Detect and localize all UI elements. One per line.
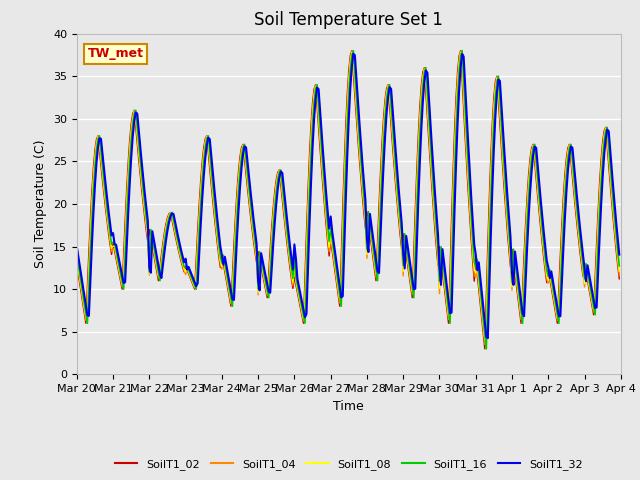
Y-axis label: Soil Temperature (C): Soil Temperature (C)	[35, 140, 47, 268]
X-axis label: Time: Time	[333, 400, 364, 413]
Title: Soil Temperature Set 1: Soil Temperature Set 1	[254, 11, 444, 29]
Text: TW_met: TW_met	[88, 48, 144, 60]
Legend: SoilT1_02, SoilT1_04, SoilT1_08, SoilT1_16, SoilT1_32: SoilT1_02, SoilT1_04, SoilT1_08, SoilT1_…	[110, 455, 588, 475]
